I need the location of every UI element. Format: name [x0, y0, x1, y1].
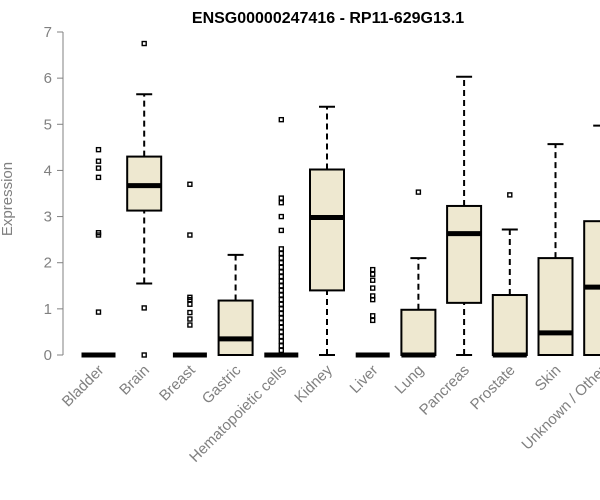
y-tick-label: 5 [44, 116, 52, 133]
outlier-point [278, 264, 284, 271]
outlier-point [278, 269, 284, 275]
outlier-point [278, 296, 284, 303]
outlier-point [95, 146, 102, 153]
box-group [217, 253, 254, 356]
outlier-point [278, 278, 284, 284]
box-iqr [537, 257, 574, 357]
outlier-point [187, 322, 193, 328]
outlier-point [278, 333, 284, 340]
outlier-point [278, 329, 284, 335]
outlier-point [187, 309, 193, 316]
y-tick-label: 6 [44, 70, 52, 87]
x-tick-label: Breast [156, 361, 199, 404]
box-group [126, 40, 163, 358]
box-iqr [400, 308, 437, 356]
x-tick-label: Liver [347, 362, 382, 397]
box-group [81, 146, 116, 358]
box-group [264, 116, 299, 358]
y-axis-ticks: 0 1 2 3 4 5 6 7 [44, 24, 63, 364]
y-tick-label: 3 [44, 209, 52, 226]
y-tick-label: 2 [44, 255, 52, 272]
outlier-point [141, 305, 147, 311]
outlier-point [278, 195, 284, 201]
box-group [355, 266, 390, 358]
outlier-point [278, 343, 284, 349]
outlier-point [278, 273, 284, 280]
outlier-point [141, 352, 147, 358]
outlier-point [278, 250, 284, 257]
outlier-point [278, 310, 284, 317]
outlier-point [278, 116, 284, 123]
x-tick-label: Lung [392, 362, 428, 398]
outlier-point [278, 338, 284, 344]
outlier-point [370, 293, 376, 299]
box-group [491, 192, 528, 358]
outlier-point [370, 317, 376, 324]
y-tick-label: 7 [44, 24, 52, 41]
outlier-point [278, 260, 284, 266]
chart-title: ENSG00000247416 - RP11-629G13.1 [192, 10, 464, 27]
outlier-point [370, 285, 376, 291]
outlier-point [278, 283, 284, 289]
y-axis-title: Expression [0, 162, 16, 236]
x-tick-label: Pancreas [416, 362, 473, 419]
box-series [81, 40, 600, 358]
outlier-point [370, 313, 376, 319]
box-iqr [446, 204, 483, 304]
outlier-point [278, 347, 284, 354]
outlier-point [187, 232, 193, 238]
x-tick-label: Gastric [199, 361, 245, 407]
outlier-point [187, 181, 193, 187]
outlier-point [278, 287, 284, 294]
outlier-point [278, 320, 284, 326]
x-tick-label: Bladder [59, 362, 108, 411]
outlier-point [278, 324, 284, 331]
outlier-point [187, 294, 193, 301]
box-group [309, 105, 345, 356]
outlier-point [278, 292, 284, 298]
x-tick-label: Kidney [291, 361, 336, 406]
outlier-point [278, 227, 284, 234]
x-tick-label: Prostate [467, 362, 519, 414]
outlier-point [278, 306, 284, 312]
box-iqr [309, 168, 345, 292]
outlier-point [95, 230, 102, 236]
outlier-point [278, 315, 284, 321]
outlier-point [507, 192, 513, 198]
x-tick-label: Brain [116, 362, 153, 399]
outlier-point [370, 277, 376, 283]
outlier-point [278, 200, 284, 206]
y-tick-label: 0 [44, 347, 52, 364]
outlier-point [95, 158, 102, 164]
outlier-point [370, 266, 376, 273]
y-tick-label: 4 [44, 162, 52, 179]
outlier-point [415, 189, 422, 195]
outlier-point [278, 301, 284, 307]
outlier-point [278, 246, 284, 252]
x-tick-label: Skin [532, 362, 565, 395]
box-group [400, 189, 437, 358]
outlier-point [141, 40, 147, 47]
box-group [446, 75, 483, 356]
box-iqr [217, 299, 254, 356]
outlier-point [370, 271, 376, 277]
outlier-point [95, 309, 102, 315]
box-group [583, 124, 600, 356]
outlier-point [278, 255, 284, 261]
outlier-point [95, 165, 102, 171]
outlier-point [187, 316, 193, 322]
y-tick-label: 1 [44, 301, 52, 318]
box-group [172, 181, 207, 358]
outlier-point [187, 301, 193, 307]
box-group [537, 143, 574, 357]
outlier-point [95, 174, 102, 181]
box-iqr [491, 294, 528, 356]
outlier-point [278, 213, 284, 220]
